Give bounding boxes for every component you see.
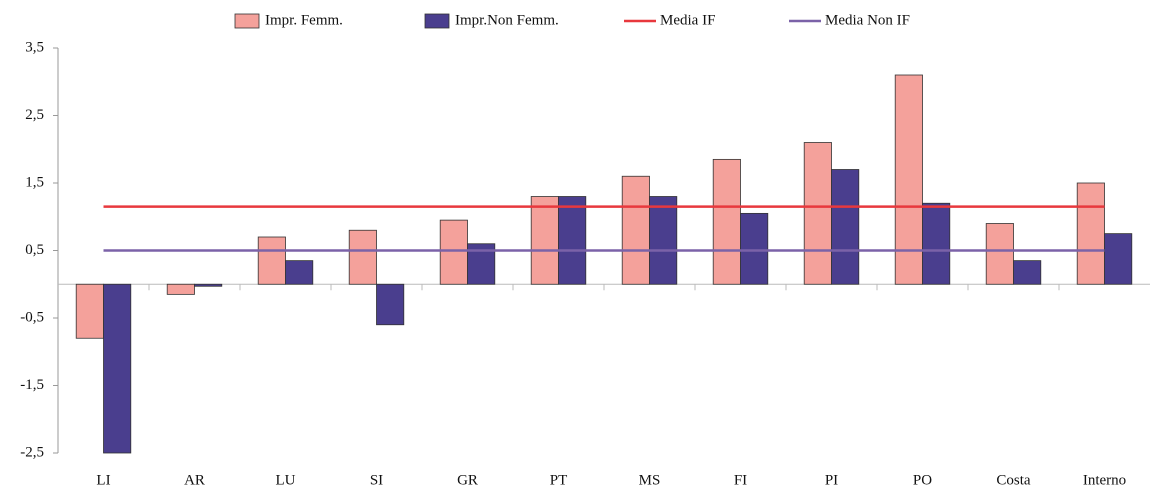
bar <box>1104 233 1133 285</box>
bar <box>894 74 923 285</box>
legend-swatch <box>424 13 450 29</box>
x-tick-label: Costa <box>996 472 1031 488</box>
bar <box>376 283 405 326</box>
bar <box>439 219 468 285</box>
bar <box>1076 182 1105 285</box>
bar <box>166 283 195 295</box>
bar <box>103 283 132 454</box>
x-tick-label: MS <box>639 472 661 488</box>
bar <box>285 260 314 285</box>
bar <box>803 142 832 285</box>
x-tick-label: PI <box>825 472 838 488</box>
x-tick-label: Interno <box>1083 472 1126 488</box>
bar <box>712 158 741 285</box>
bar <box>985 223 1014 285</box>
bar <box>922 202 951 285</box>
x-tick-label: LI <box>96 472 110 488</box>
x-tick-label: PO <box>913 472 932 488</box>
x-tick-label: LU <box>276 472 296 488</box>
y-tick-label: 0,5 <box>25 242 44 258</box>
x-tick-label: SI <box>370 472 383 488</box>
y-tick-label: -2,5 <box>20 444 44 460</box>
y-tick-label: 1,5 <box>25 174 44 190</box>
x-tick-label: AR <box>184 472 205 488</box>
bar <box>257 236 286 285</box>
legend-label: Impr.Non Femm. <box>455 12 559 28</box>
bar <box>740 212 769 285</box>
bar <box>348 229 377 285</box>
bar <box>831 169 860 285</box>
bar <box>194 283 223 287</box>
x-tick-label: PT <box>550 472 568 488</box>
bar <box>621 175 650 285</box>
legend-label: Impr. Femm. <box>265 12 343 28</box>
bar <box>75 283 104 339</box>
bar <box>530 196 559 285</box>
bar <box>558 196 587 285</box>
y-tick-label: -1,5 <box>20 377 44 393</box>
y-tick-label: 2,5 <box>25 107 44 123</box>
x-tick-label: FI <box>734 472 747 488</box>
bar <box>1013 260 1042 285</box>
legend-label: Media IF <box>660 12 715 28</box>
legend-label: Media Non IF <box>825 12 910 28</box>
y-tick-label: 3,5 <box>25 39 44 55</box>
y-tick-label: -0,5 <box>20 309 44 325</box>
bar <box>649 196 678 285</box>
x-tick-label: GR <box>457 472 478 488</box>
legend-swatch <box>234 13 260 29</box>
